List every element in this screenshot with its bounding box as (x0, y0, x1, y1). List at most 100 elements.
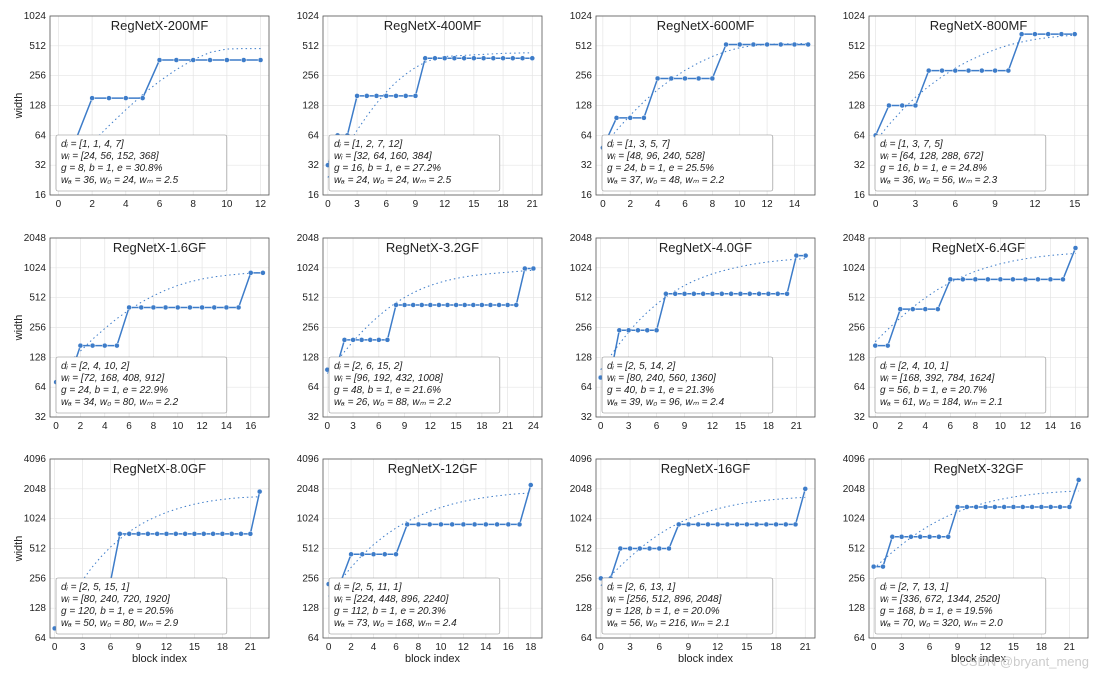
svg-text:dᵢ = [2, 5, 11, 1]: dᵢ = [2, 5, 11, 1] (334, 582, 402, 593)
svg-text:14: 14 (789, 199, 801, 210)
svg-text:wᵢ = [80, 240, 720, 1920]: wᵢ = [80, 240, 720, 1920] (61, 594, 170, 605)
svg-text:256: 256 (29, 322, 46, 333)
svg-text:1024: 1024 (24, 262, 47, 273)
chart-panel-3: 163264128256512102403691215RegNetX-800MF… (829, 10, 1094, 224)
svg-text:256: 256 (575, 322, 592, 333)
svg-text:wₐ = 37, w₀ = 48, wₘ = 2.2: wₐ = 37, w₀ = 48, wₘ = 2.2 (607, 175, 725, 186)
svg-text:6: 6 (927, 642, 933, 653)
svg-text:12: 12 (1020, 421, 1032, 432)
svg-text:3: 3 (913, 199, 919, 210)
svg-text:wₐ = 61, w₀ = 184, wₘ = 2.1: wₐ = 61, w₀ = 184, wₘ = 2.1 (880, 397, 1003, 408)
svg-text:4096: 4096 (297, 454, 320, 465)
svg-text:6: 6 (126, 421, 132, 432)
svg-text:6: 6 (108, 642, 114, 653)
svg-text:g = 40, b = 1, e = 21.3%: g = 40, b = 1, e = 21.3% (607, 385, 714, 396)
svg-text:256: 256 (29, 574, 46, 585)
svg-text:3: 3 (626, 421, 632, 432)
svg-text:wₐ = 36, w₀ = 56, wₘ = 2.3: wₐ = 36, w₀ = 56, wₘ = 2.3 (880, 175, 998, 186)
svg-text:2: 2 (627, 199, 633, 210)
svg-text:dᵢ = [2, 4, 10, 2]: dᵢ = [2, 4, 10, 2] (61, 361, 129, 372)
svg-text:512: 512 (848, 41, 865, 52)
svg-text:16: 16 (581, 190, 593, 201)
svg-text:12: 12 (439, 199, 451, 210)
svg-text:wᵢ = [336, 672, 1344, 2520]: wᵢ = [336, 672, 1344, 2520] (880, 594, 1000, 605)
svg-text:18: 18 (476, 421, 488, 432)
svg-text:32: 32 (854, 160, 866, 171)
svg-text:64: 64 (308, 633, 320, 644)
svg-text:32: 32 (581, 160, 593, 171)
svg-text:9: 9 (955, 642, 961, 653)
svg-text:512: 512 (29, 292, 46, 303)
svg-text:18: 18 (771, 642, 783, 653)
svg-text:256: 256 (575, 71, 592, 82)
svg-text:wₐ = 56, w₀ = 216, wₘ = 2.1: wₐ = 56, w₀ = 216, wₘ = 2.1 (607, 618, 730, 629)
svg-text:0: 0 (326, 642, 332, 653)
svg-text:10: 10 (734, 199, 746, 210)
svg-text:16: 16 (35, 190, 47, 201)
svg-text:256: 256 (848, 574, 865, 585)
svg-text:1024: 1024 (570, 262, 593, 273)
svg-text:dᵢ = [1, 2, 7, 12]: dᵢ = [1, 2, 7, 12] (334, 139, 402, 150)
svg-text:64: 64 (35, 633, 47, 644)
svg-text:1024: 1024 (297, 11, 320, 22)
svg-text:64: 64 (854, 130, 866, 141)
svg-text:1024: 1024 (570, 514, 593, 525)
svg-text:0: 0 (325, 421, 331, 432)
svg-text:32: 32 (35, 412, 47, 423)
svg-text:RegNetX-6.4GF: RegNetX-6.4GF (932, 240, 1025, 255)
svg-text:14: 14 (480, 642, 492, 653)
svg-text:64: 64 (581, 633, 593, 644)
svg-text:15: 15 (451, 421, 463, 432)
svg-text:2048: 2048 (24, 233, 47, 244)
svg-text:1024: 1024 (843, 11, 866, 22)
svg-text:wₐ = 24, w₀ = 24, wₘ = 2.5: wₐ = 24, w₀ = 24, wₘ = 2.5 (334, 175, 452, 186)
svg-text:wₐ = 50, w₀ = 80, wₘ = 2.9: wₐ = 50, w₀ = 80, wₘ = 2.9 (61, 618, 179, 629)
svg-text:256: 256 (575, 574, 592, 585)
svg-text:15: 15 (189, 642, 201, 653)
svg-text:wᵢ = [224, 448, 896, 2240]: wᵢ = [224, 448, 896, 2240] (334, 594, 449, 605)
svg-text:RegNetX-12GF: RegNetX-12GF (388, 461, 478, 476)
svg-text:10: 10 (172, 421, 184, 432)
svg-text:wᵢ = [64, 128, 288, 672]: wᵢ = [64, 128, 288, 672] (880, 151, 983, 162)
svg-text:0: 0 (53, 421, 59, 432)
svg-text:64: 64 (581, 382, 593, 393)
svg-text:512: 512 (575, 544, 592, 555)
svg-text:6: 6 (376, 421, 382, 432)
svg-text:512: 512 (848, 292, 865, 303)
svg-text:1024: 1024 (297, 262, 320, 273)
svg-text:128: 128 (302, 603, 319, 614)
svg-text:3: 3 (627, 642, 633, 653)
svg-text:4096: 4096 (843, 454, 866, 465)
svg-text:4: 4 (123, 199, 129, 210)
svg-text:0: 0 (598, 421, 604, 432)
svg-text:block index: block index (132, 653, 188, 665)
svg-text:1024: 1024 (570, 11, 593, 22)
svg-text:block index: block index (951, 653, 1007, 665)
svg-text:6: 6 (393, 642, 399, 653)
chart-panel-9: 64128256512102420484096024681012141618Re… (283, 453, 548, 667)
svg-text:wᵢ = [256, 512, 896, 2048]: wᵢ = [256, 512, 896, 2048] (607, 594, 722, 605)
svg-text:64: 64 (35, 382, 47, 393)
svg-text:2: 2 (89, 199, 95, 210)
svg-text:64: 64 (35, 130, 47, 141)
svg-text:15: 15 (1008, 642, 1020, 653)
svg-text:3: 3 (899, 642, 905, 653)
svg-text:512: 512 (302, 41, 319, 52)
svg-text:0: 0 (598, 642, 604, 653)
svg-text:15: 15 (735, 421, 747, 432)
svg-text:4: 4 (371, 642, 377, 653)
svg-text:16: 16 (503, 642, 515, 653)
svg-text:RegNetX-8.0GF: RegNetX-8.0GF (113, 461, 206, 476)
svg-text:g = 128, b = 1, e = 20.0%: g = 128, b = 1, e = 20.0% (607, 606, 720, 617)
svg-text:9: 9 (402, 421, 408, 432)
chart-panel-4: 3264128256512102420480246810121416RegNet… (10, 232, 275, 446)
svg-text:g = 24, b = 1, e = 22.9%: g = 24, b = 1, e = 22.9% (61, 385, 168, 396)
chart-panel-0: 1632641282565121024024681012RegNetX-200M… (10, 10, 275, 224)
svg-text:g = 48, b = 1, e = 21.6%: g = 48, b = 1, e = 21.6% (334, 385, 441, 396)
svg-text:21: 21 (527, 199, 539, 210)
svg-text:256: 256 (302, 71, 319, 82)
svg-text:3: 3 (80, 642, 86, 653)
svg-text:RegNetX-800MF: RegNetX-800MF (930, 18, 1028, 33)
svg-text:18: 18 (763, 421, 775, 432)
svg-text:21: 21 (245, 642, 257, 653)
